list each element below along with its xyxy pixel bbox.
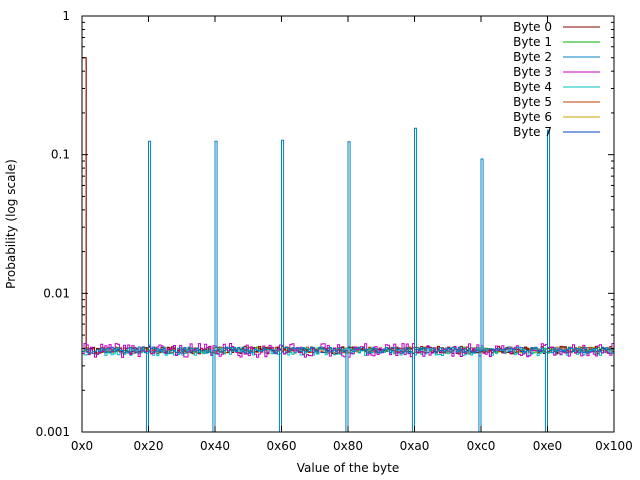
x-tick-label: 0x80 <box>333 439 363 453</box>
x-tick-label: 0x60 <box>266 439 296 453</box>
x-tick-label: 0xe0 <box>533 439 562 453</box>
x-tick-label: 0x20 <box>133 439 163 453</box>
legend-label: Byte 1 <box>513 35 552 49</box>
x-tick-label: 0x100 <box>595 439 633 453</box>
legend-label: Byte 3 <box>513 65 552 79</box>
x-tick-label: 0xa0 <box>400 439 430 453</box>
x-tick-label: 0x0 <box>71 439 93 453</box>
series-layer <box>82 57 614 433</box>
legend-label: Byte 7 <box>513 125 552 139</box>
x-tick-label: 0x40 <box>200 439 230 453</box>
legend-label: Byte 4 <box>513 80 552 94</box>
y-axis-label: Probability (log scale) <box>4 159 18 289</box>
y-tick-label: 0.001 <box>36 425 70 439</box>
y-tick-label: 0.1 <box>51 148 70 162</box>
legend-label: Byte 6 <box>513 110 552 124</box>
series-line-byte-2 <box>82 127 614 433</box>
x-tick-label: 0xc0 <box>467 439 496 453</box>
y-tick-label: 0.01 <box>43 286 70 300</box>
legend-label: Byte 2 <box>513 50 552 64</box>
axis-ticks: 0x0 0x20 0x40 0x60 0x80 0xa0 0xc0 0xe0 0x100 0.00… <box>36 9 633 453</box>
legend-label: Byte 5 <box>513 95 552 109</box>
y-tick-label: 1 <box>62 9 70 23</box>
legend-label: Byte 0 <box>513 20 552 34</box>
x-axis-label: Value of the byte <box>297 461 399 475</box>
